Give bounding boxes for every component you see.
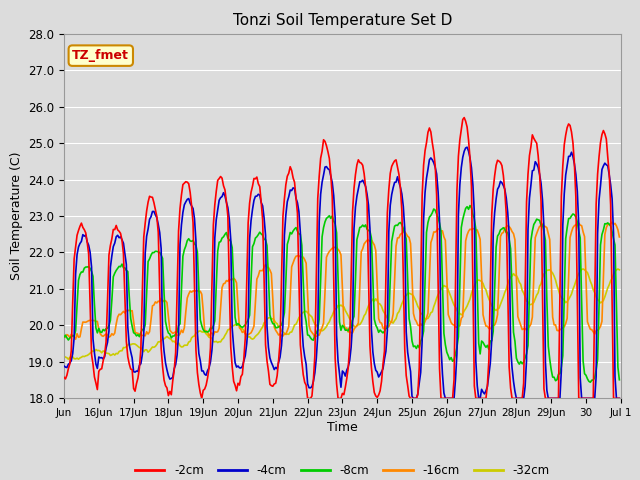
Legend: -2cm, -4cm, -8cm, -16cm, -32cm: -2cm, -4cm, -8cm, -16cm, -32cm — [130, 459, 555, 480]
Title: Tonzi Soil Temperature Set D: Tonzi Soil Temperature Set D — [233, 13, 452, 28]
Y-axis label: Soil Temperature (C): Soil Temperature (C) — [10, 152, 22, 280]
Text: TZ_fmet: TZ_fmet — [72, 49, 129, 62]
X-axis label: Time: Time — [327, 421, 358, 434]
